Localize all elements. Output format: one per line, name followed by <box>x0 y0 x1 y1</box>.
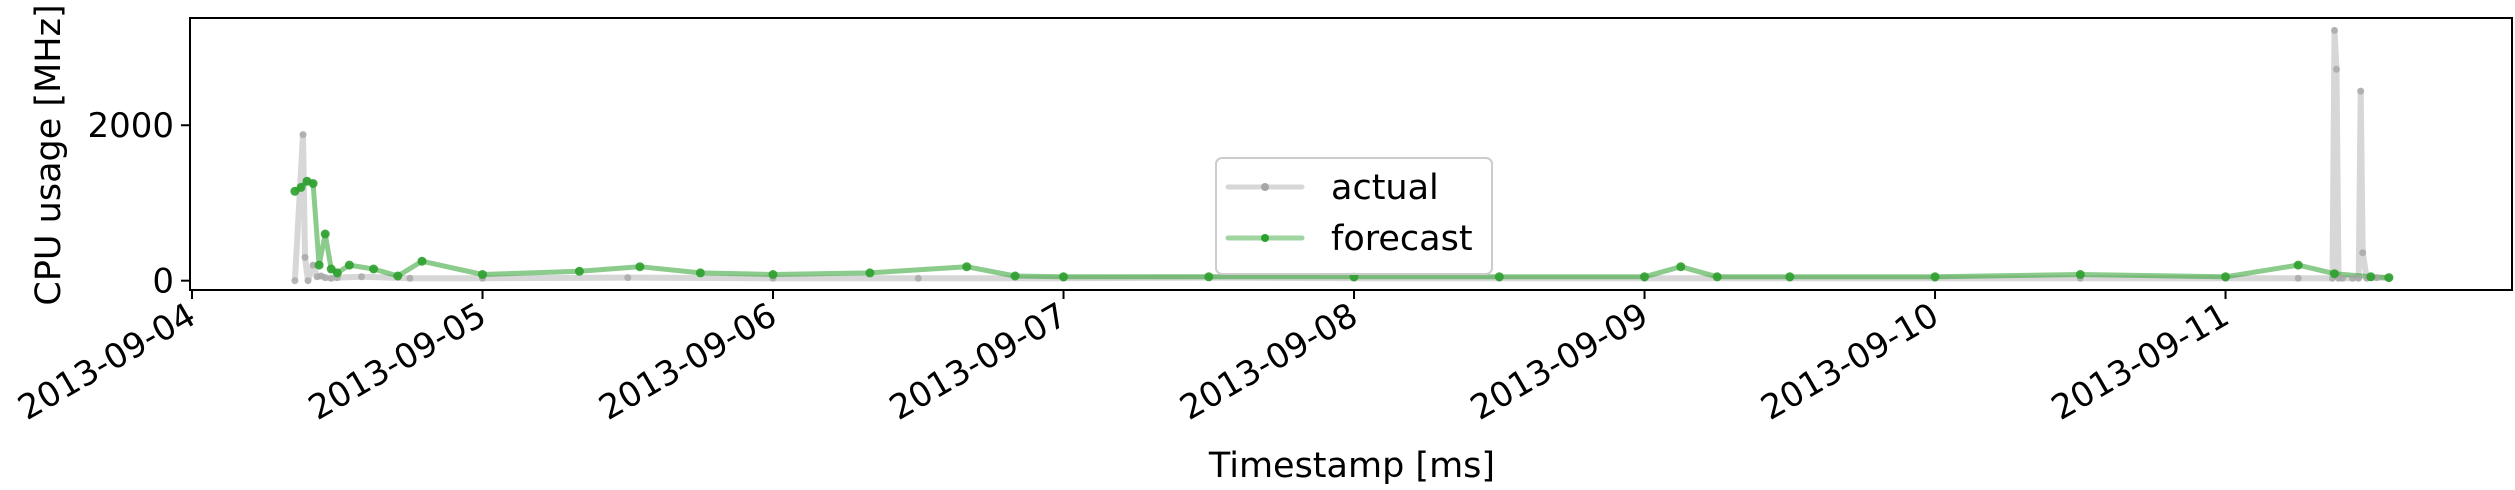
data-point-actual <box>2349 274 2357 282</box>
data-point-forecast <box>1676 262 1686 272</box>
data-point-forecast <box>320 229 330 239</box>
x-axis: 2013-09-04 2013-09-05 2013-09-06 2013-09-07… <box>11 290 2236 429</box>
x-tick-label: 2013-09-09 <box>1464 295 1655 428</box>
data-point-actual <box>2357 87 2365 95</box>
x-tick-label: 2013-09-05 <box>302 295 493 428</box>
data-point-forecast <box>2366 272 2376 282</box>
series-points <box>290 26 2394 285</box>
x-tick-label: 2013-09-04 <box>11 295 202 428</box>
data-point-actual <box>2333 65 2340 73</box>
y-axis-label: CPU usage [MHz] <box>29 4 69 305</box>
data-point-forecast <box>695 268 705 278</box>
data-point-forecast <box>344 260 354 270</box>
data-point-forecast <box>1785 272 1795 282</box>
data-point-forecast <box>962 262 972 272</box>
data-point-actual <box>321 274 329 282</box>
x-tick-label: 2013-09-11 <box>2045 295 2236 428</box>
y-tick-label: 2000 <box>87 106 174 146</box>
data-point-forecast <box>314 260 324 270</box>
x-tick-label: 2013-09-08 <box>1173 295 1364 428</box>
data-point-forecast <box>865 268 875 278</box>
plot-frame <box>189 17 2513 291</box>
data-point-forecast <box>332 268 342 278</box>
y-axis: 0 2000 <box>87 106 190 302</box>
data-point-actual <box>291 277 299 285</box>
x-axis-label: Timestamp [ms] <box>1208 446 1495 486</box>
legend: actual forecast <box>1215 157 1493 275</box>
data-point-actual <box>299 131 307 139</box>
data-point-forecast <box>1059 272 1068 282</box>
data-point-forecast <box>635 262 645 272</box>
data-point-actual <box>327 274 335 282</box>
data-point-forecast <box>1640 272 1649 282</box>
data-point-forecast <box>417 256 427 266</box>
data-point-forecast <box>296 182 306 192</box>
data-point-actual <box>624 274 632 282</box>
data-point-actual <box>2359 249 2367 257</box>
data-point-forecast <box>2384 273 2394 283</box>
data-point-actual <box>914 274 922 282</box>
data-point-forecast <box>478 270 487 279</box>
data-point-actual <box>309 261 317 269</box>
data-point-actual <box>406 274 414 282</box>
data-point-forecast <box>2075 270 2085 279</box>
data-point-actual <box>2331 26 2338 34</box>
legend-forecast-label: forecast <box>1331 219 1473 259</box>
data-point-forecast <box>393 271 403 281</box>
data-point-forecast <box>2221 272 2230 282</box>
legend-actual-label: actual <box>1331 168 1439 208</box>
data-point-forecast <box>2293 260 2303 270</box>
data-point-actual <box>304 277 312 285</box>
data-point-forecast <box>768 270 778 279</box>
x-tick-label: 2013-09-07 <box>883 295 1074 428</box>
data-point-forecast <box>574 266 584 276</box>
data-point-actual <box>2355 274 2363 282</box>
y-tick-label: 0 <box>152 262 174 302</box>
data-point-actual <box>301 253 309 261</box>
data-point-forecast <box>1010 271 1020 281</box>
data-point-forecast <box>1494 272 1504 282</box>
data-point-forecast <box>308 179 318 188</box>
legend-box <box>1215 157 1493 275</box>
data-point-actual <box>358 273 365 281</box>
data-point-forecast <box>369 264 379 274</box>
data-point-forecast <box>1930 272 1940 282</box>
data-point-actual <box>2339 274 2346 282</box>
data-point-actual <box>2294 274 2302 282</box>
data-point-forecast <box>1204 272 1214 282</box>
data-point-forecast <box>2330 269 2339 279</box>
legend-actual-marker <box>1261 183 1269 191</box>
legend-forecast-marker <box>1261 234 1269 242</box>
x-tick-label: 2013-09-06 <box>592 295 783 428</box>
x-tick-label: 2013-09-10 <box>1754 295 1945 428</box>
data-point-forecast <box>1712 272 1722 282</box>
